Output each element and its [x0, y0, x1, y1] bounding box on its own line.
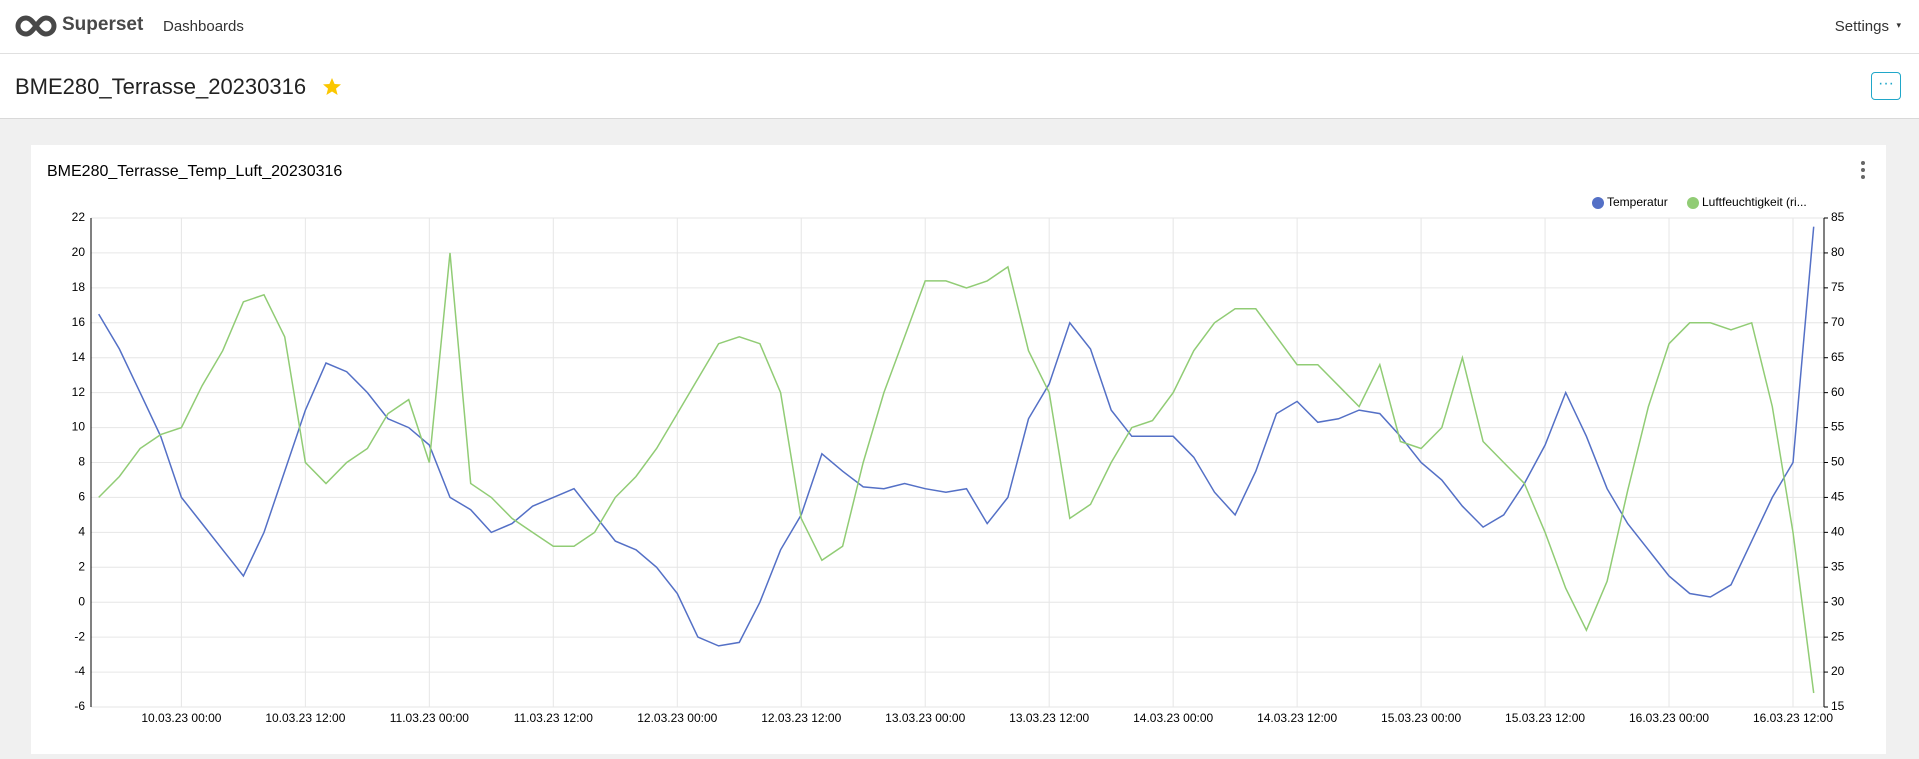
- y2-tick-label: 85: [1831, 210, 1845, 224]
- y-tick-label: 10: [72, 420, 86, 434]
- y-tick-label: 0: [78, 594, 85, 608]
- chart-title: BME280_Terrasse_Temp_Luft_20230316: [47, 163, 342, 180]
- x-tick-label: 10.03.23 12:00: [265, 711, 345, 725]
- y2-tick-label: 55: [1831, 420, 1845, 434]
- x-tick-label: 11.03.23 12:00: [514, 711, 594, 725]
- y2-tick-label: 65: [1831, 350, 1845, 364]
- x-tick-label: 10.03.23 00:00: [141, 711, 221, 725]
- y2-tick-label: 50: [1831, 455, 1845, 469]
- y2-tick-label: 80: [1831, 245, 1845, 259]
- dashboard-title: BME280_Terrasse_20230316: [15, 74, 307, 99]
- dashboard-header: BME280_Terrasse_20230316 ···: [0, 54, 1919, 119]
- y-tick-label: 14: [72, 350, 86, 364]
- y2-tick-label: 45: [1831, 490, 1845, 504]
- y-tick-label: -4: [74, 664, 85, 678]
- chart: BME280_Terrasse_Temp_Luft_20230316 -6 -4 -…: [47, 161, 1865, 725]
- navbar: Superset Dashboards Settings ▾: [0, 0, 1919, 54]
- x-tick-label: 15.03.23 00:00: [1381, 711, 1461, 725]
- y-tick-label: 2: [78, 559, 85, 573]
- logo: [15, 15, 57, 37]
- line-series: [98, 226, 1815, 647]
- x-tick-label: 13.03.23 12:00: [1009, 711, 1089, 725]
- y-tick-label: 8: [78, 455, 85, 469]
- more-button[interactable]: ···: [1871, 72, 1901, 100]
- y2-tick-label: 35: [1831, 559, 1845, 573]
- y2-tick-label: 70: [1831, 315, 1845, 329]
- y-tick-label: 4: [78, 525, 85, 539]
- y-tick-label: -6: [74, 699, 85, 713]
- y2-tick-label: 60: [1831, 385, 1845, 399]
- x-tick-label: 11.03.23 00:00: [390, 711, 470, 725]
- y2-tick-label: 75: [1831, 280, 1845, 294]
- y-tick-label: -2: [74, 629, 85, 643]
- x-tick-label: 12.03.23 00:00: [637, 711, 717, 725]
- chart-card: BME280_Terrasse_Temp_Luft_20230316 -6 -4 -…: [31, 145, 1886, 754]
- y2-tick-label: 30: [1831, 594, 1845, 608]
- settings-menu[interactable]: Settings: [1834, 18, 1889, 35]
- x-tick-label: 14.03.23 00:00: [1133, 711, 1213, 725]
- legend-marker: [1592, 197, 1604, 209]
- y2-tick-label: 25: [1831, 629, 1845, 643]
- chart-menu[interactable]: [1861, 161, 1865, 179]
- y-tick-label: 6: [78, 490, 85, 504]
- x-tick-label: 16.03.23 00:00: [1629, 711, 1709, 725]
- legend-label: Luftfeuchtigkeit (ri...: [1702, 195, 1807, 209]
- nav-link[interactable]: Dashboards: [163, 18, 244, 35]
- x-tick-label: 13.03.23 00:00: [885, 711, 965, 725]
- y2-tick-label: 20: [1831, 664, 1845, 678]
- brand[interactable]: Superset: [62, 14, 144, 35]
- y-tick-label: 22: [72, 210, 86, 224]
- x-tick-label: 12.03.23 12:00: [761, 711, 841, 725]
- legend-label: Temperatur: [1607, 195, 1668, 209]
- y-tick-label: 16: [72, 315, 86, 329]
- favorite-star[interactable]: [322, 77, 342, 97]
- x-tick-label: 15.03.23 12:00: [1505, 711, 1585, 725]
- x-tick-label: 16.03.23 12:00: [1753, 711, 1833, 725]
- y-tick-label: 20: [72, 245, 86, 259]
- line-series: [98, 252, 1815, 694]
- legend-marker: [1687, 197, 1699, 209]
- y2-tick-label: 15: [1831, 699, 1845, 713]
- x-tick-label: 14.03.23 12:00: [1257, 711, 1337, 725]
- y-tick-label: 18: [72, 280, 86, 294]
- y2-tick-label: 40: [1831, 525, 1845, 539]
- caret[interactable]: ▾: [1896, 20, 1901, 30]
- y-tick-label: 12: [72, 385, 86, 399]
